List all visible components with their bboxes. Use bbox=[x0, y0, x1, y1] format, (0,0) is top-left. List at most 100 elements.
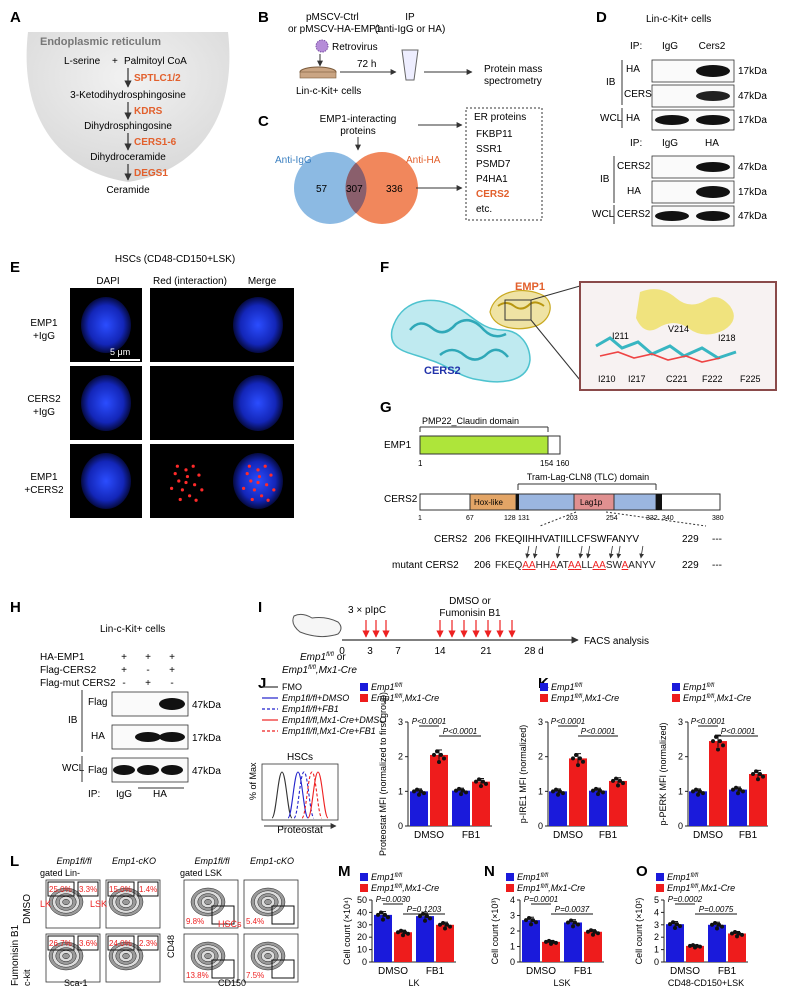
residue-label: I217 bbox=[628, 374, 646, 384]
data-point bbox=[578, 756, 582, 761]
gate-percent: 5.4% bbox=[246, 917, 264, 926]
l-col: Emp1-cKO bbox=[250, 856, 294, 866]
bar bbox=[430, 754, 448, 826]
p-value: P=0.0002 bbox=[668, 895, 703, 904]
histogram-curve bbox=[271, 771, 293, 819]
data-point bbox=[614, 776, 618, 781]
category-label: DMSO bbox=[414, 830, 444, 841]
l-gate-name: LSK bbox=[90, 899, 107, 909]
legend-swatch bbox=[672, 683, 680, 691]
bar bbox=[569, 758, 587, 826]
y-tick-label: 40 bbox=[357, 907, 367, 917]
wt-dashes: --- bbox=[712, 534, 722, 545]
er-protein: PSMD7 bbox=[476, 159, 511, 170]
y-tick-label: 3 bbox=[654, 920, 659, 930]
data-point bbox=[558, 789, 562, 794]
day-tick: 0 bbox=[339, 646, 345, 657]
wt-label: CERS2 bbox=[434, 534, 468, 545]
interaction-dot bbox=[257, 474, 262, 479]
gate-percent: 25.0% bbox=[49, 885, 72, 894]
l-gate: gated LSK bbox=[180, 868, 222, 878]
gate bbox=[271, 905, 295, 925]
ip-antibody: (anti-IgG or HA) bbox=[375, 24, 446, 35]
y-tick-label: 2 bbox=[510, 926, 515, 936]
vector-emp1: or pMSCV-HA-EMP1 bbox=[288, 24, 382, 35]
data-point bbox=[396, 930, 400, 935]
data-point bbox=[406, 931, 410, 936]
data-point bbox=[425, 914, 429, 919]
data-point bbox=[435, 749, 439, 754]
y-tick-label: 0 bbox=[654, 957, 659, 967]
panel-label-n: N bbox=[484, 863, 495, 880]
panel-d: D Lin-c-Kit+ cells IP: IgG Cers2 IB WCL … bbox=[592, 9, 767, 227]
data-point bbox=[531, 918, 535, 923]
p-value: P=0.1203 bbox=[407, 905, 442, 914]
density-contour bbox=[204, 898, 212, 906]
wt-end: 229 bbox=[682, 534, 699, 545]
time-label: 72 h bbox=[357, 59, 376, 70]
gate bbox=[107, 881, 135, 897]
legend-entry: Emp1fl/fl,Mx1-Cre bbox=[667, 883, 735, 893]
micrograph-tile bbox=[150, 366, 222, 440]
interaction-dot bbox=[184, 480, 188, 485]
y-axis-label: Proteostat MFI (normalized to first grou… bbox=[378, 692, 388, 856]
bar bbox=[709, 741, 727, 826]
interaction-dot bbox=[178, 497, 182, 502]
readout-label: FACS analysis bbox=[584, 636, 649, 647]
y-tick-label: 3 bbox=[398, 717, 403, 727]
x-axis-label: LK bbox=[408, 978, 419, 988]
mutation-arrow bbox=[639, 545, 644, 559]
h-cond: Flag-CERS2 bbox=[40, 665, 97, 676]
l-col: Emp1-cKO bbox=[112, 856, 156, 866]
data-point bbox=[457, 786, 461, 791]
data-point bbox=[479, 784, 483, 789]
gate bbox=[77, 935, 99, 951]
interaction-dot bbox=[191, 464, 195, 468]
er-box-title: ER proteins bbox=[474, 112, 526, 123]
d-lane: HA bbox=[705, 138, 719, 149]
condition-sign: - bbox=[146, 665, 149, 676]
y-tick-label: 1 bbox=[678, 786, 683, 796]
e-row: EMP1 bbox=[30, 472, 58, 483]
bar bbox=[584, 931, 602, 962]
product-dihydrocer: Dihydroceramide bbox=[90, 152, 166, 163]
data-point bbox=[586, 929, 590, 934]
bar bbox=[416, 916, 434, 962]
d-kda: 47kDa bbox=[738, 211, 767, 222]
data-point bbox=[437, 760, 441, 765]
data-point bbox=[445, 922, 449, 927]
h-ip: IP: bbox=[88, 789, 100, 800]
d-lane: Cers2 bbox=[699, 41, 726, 52]
interaction-dot bbox=[193, 483, 197, 487]
l-row: DMSO bbox=[22, 894, 33, 924]
data-point bbox=[758, 772, 762, 776]
data-point bbox=[432, 752, 436, 757]
ip-label: IP bbox=[405, 12, 415, 23]
e-row: +IgG bbox=[33, 407, 55, 418]
category-label: DMSO bbox=[693, 830, 723, 841]
mutation-arrow bbox=[578, 545, 584, 559]
y-tick-label: 50 bbox=[357, 895, 367, 905]
pipc-label: 3 × pIpC bbox=[348, 605, 386, 616]
l-gate-name: HSCs bbox=[218, 919, 242, 929]
g-tick: 131 bbox=[518, 515, 530, 522]
h-lane: IgG bbox=[116, 789, 132, 800]
panel-b: B pMSCV-Ctrl or pMSCV-HA-EMP1 Retrovirus… bbox=[258, 9, 542, 97]
data-point bbox=[477, 777, 481, 782]
gate bbox=[47, 881, 75, 897]
d-row: HA bbox=[626, 64, 640, 75]
data-point bbox=[735, 934, 739, 939]
density-contour bbox=[264, 898, 272, 906]
bar bbox=[689, 791, 707, 826]
substrate-left: L-serine bbox=[64, 56, 101, 67]
d-wcl: WCL bbox=[600, 113, 623, 124]
legend-swatch bbox=[540, 683, 548, 691]
data-point bbox=[441, 920, 445, 925]
emp1-domain bbox=[419, 435, 549, 455]
er-protein-box bbox=[465, 107, 543, 221]
l-axis: Sca-1 bbox=[64, 978, 88, 988]
enzyme-cers: CERS1-6 bbox=[134, 137, 177, 148]
data-point bbox=[556, 792, 560, 797]
y-tick-label: 30 bbox=[357, 920, 367, 930]
data-point bbox=[439, 752, 443, 757]
